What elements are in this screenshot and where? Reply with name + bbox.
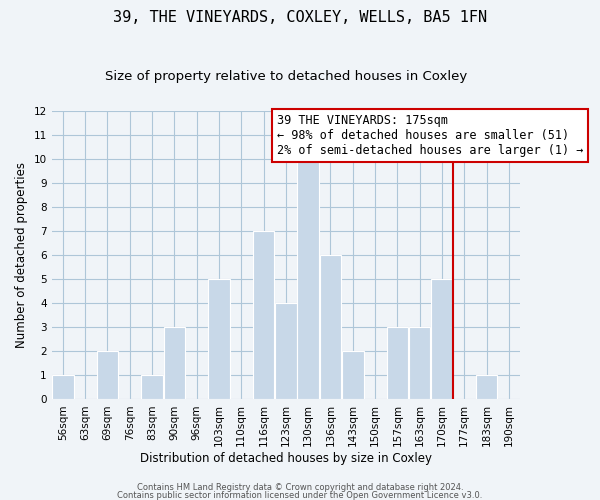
Bar: [320, 255, 341, 400]
Title: Size of property relative to detached houses in Coxley: Size of property relative to detached ho…: [104, 70, 467, 83]
Bar: [253, 231, 274, 400]
Text: Contains public sector information licensed under the Open Government Licence v3: Contains public sector information licen…: [118, 490, 482, 500]
Bar: [386, 327, 408, 400]
Bar: [476, 376, 497, 400]
Text: 39 THE VINEYARDS: 175sqm
← 98% of detached houses are smaller (51)
2% of semi-de: 39 THE VINEYARDS: 175sqm ← 98% of detach…: [277, 114, 583, 157]
Bar: [409, 327, 430, 400]
Bar: [97, 352, 118, 400]
Bar: [342, 352, 364, 400]
Bar: [141, 376, 163, 400]
Bar: [431, 279, 453, 400]
Text: Contains HM Land Registry data © Crown copyright and database right 2024.: Contains HM Land Registry data © Crown c…: [137, 484, 463, 492]
Y-axis label: Number of detached properties: Number of detached properties: [15, 162, 28, 348]
Text: 39, THE VINEYARDS, COXLEY, WELLS, BA5 1FN: 39, THE VINEYARDS, COXLEY, WELLS, BA5 1F…: [113, 10, 487, 25]
Bar: [164, 327, 185, 400]
Bar: [208, 279, 230, 400]
X-axis label: Distribution of detached houses by size in Coxley: Distribution of detached houses by size …: [140, 452, 432, 465]
Bar: [298, 158, 319, 400]
Bar: [52, 376, 74, 400]
Bar: [275, 303, 296, 400]
